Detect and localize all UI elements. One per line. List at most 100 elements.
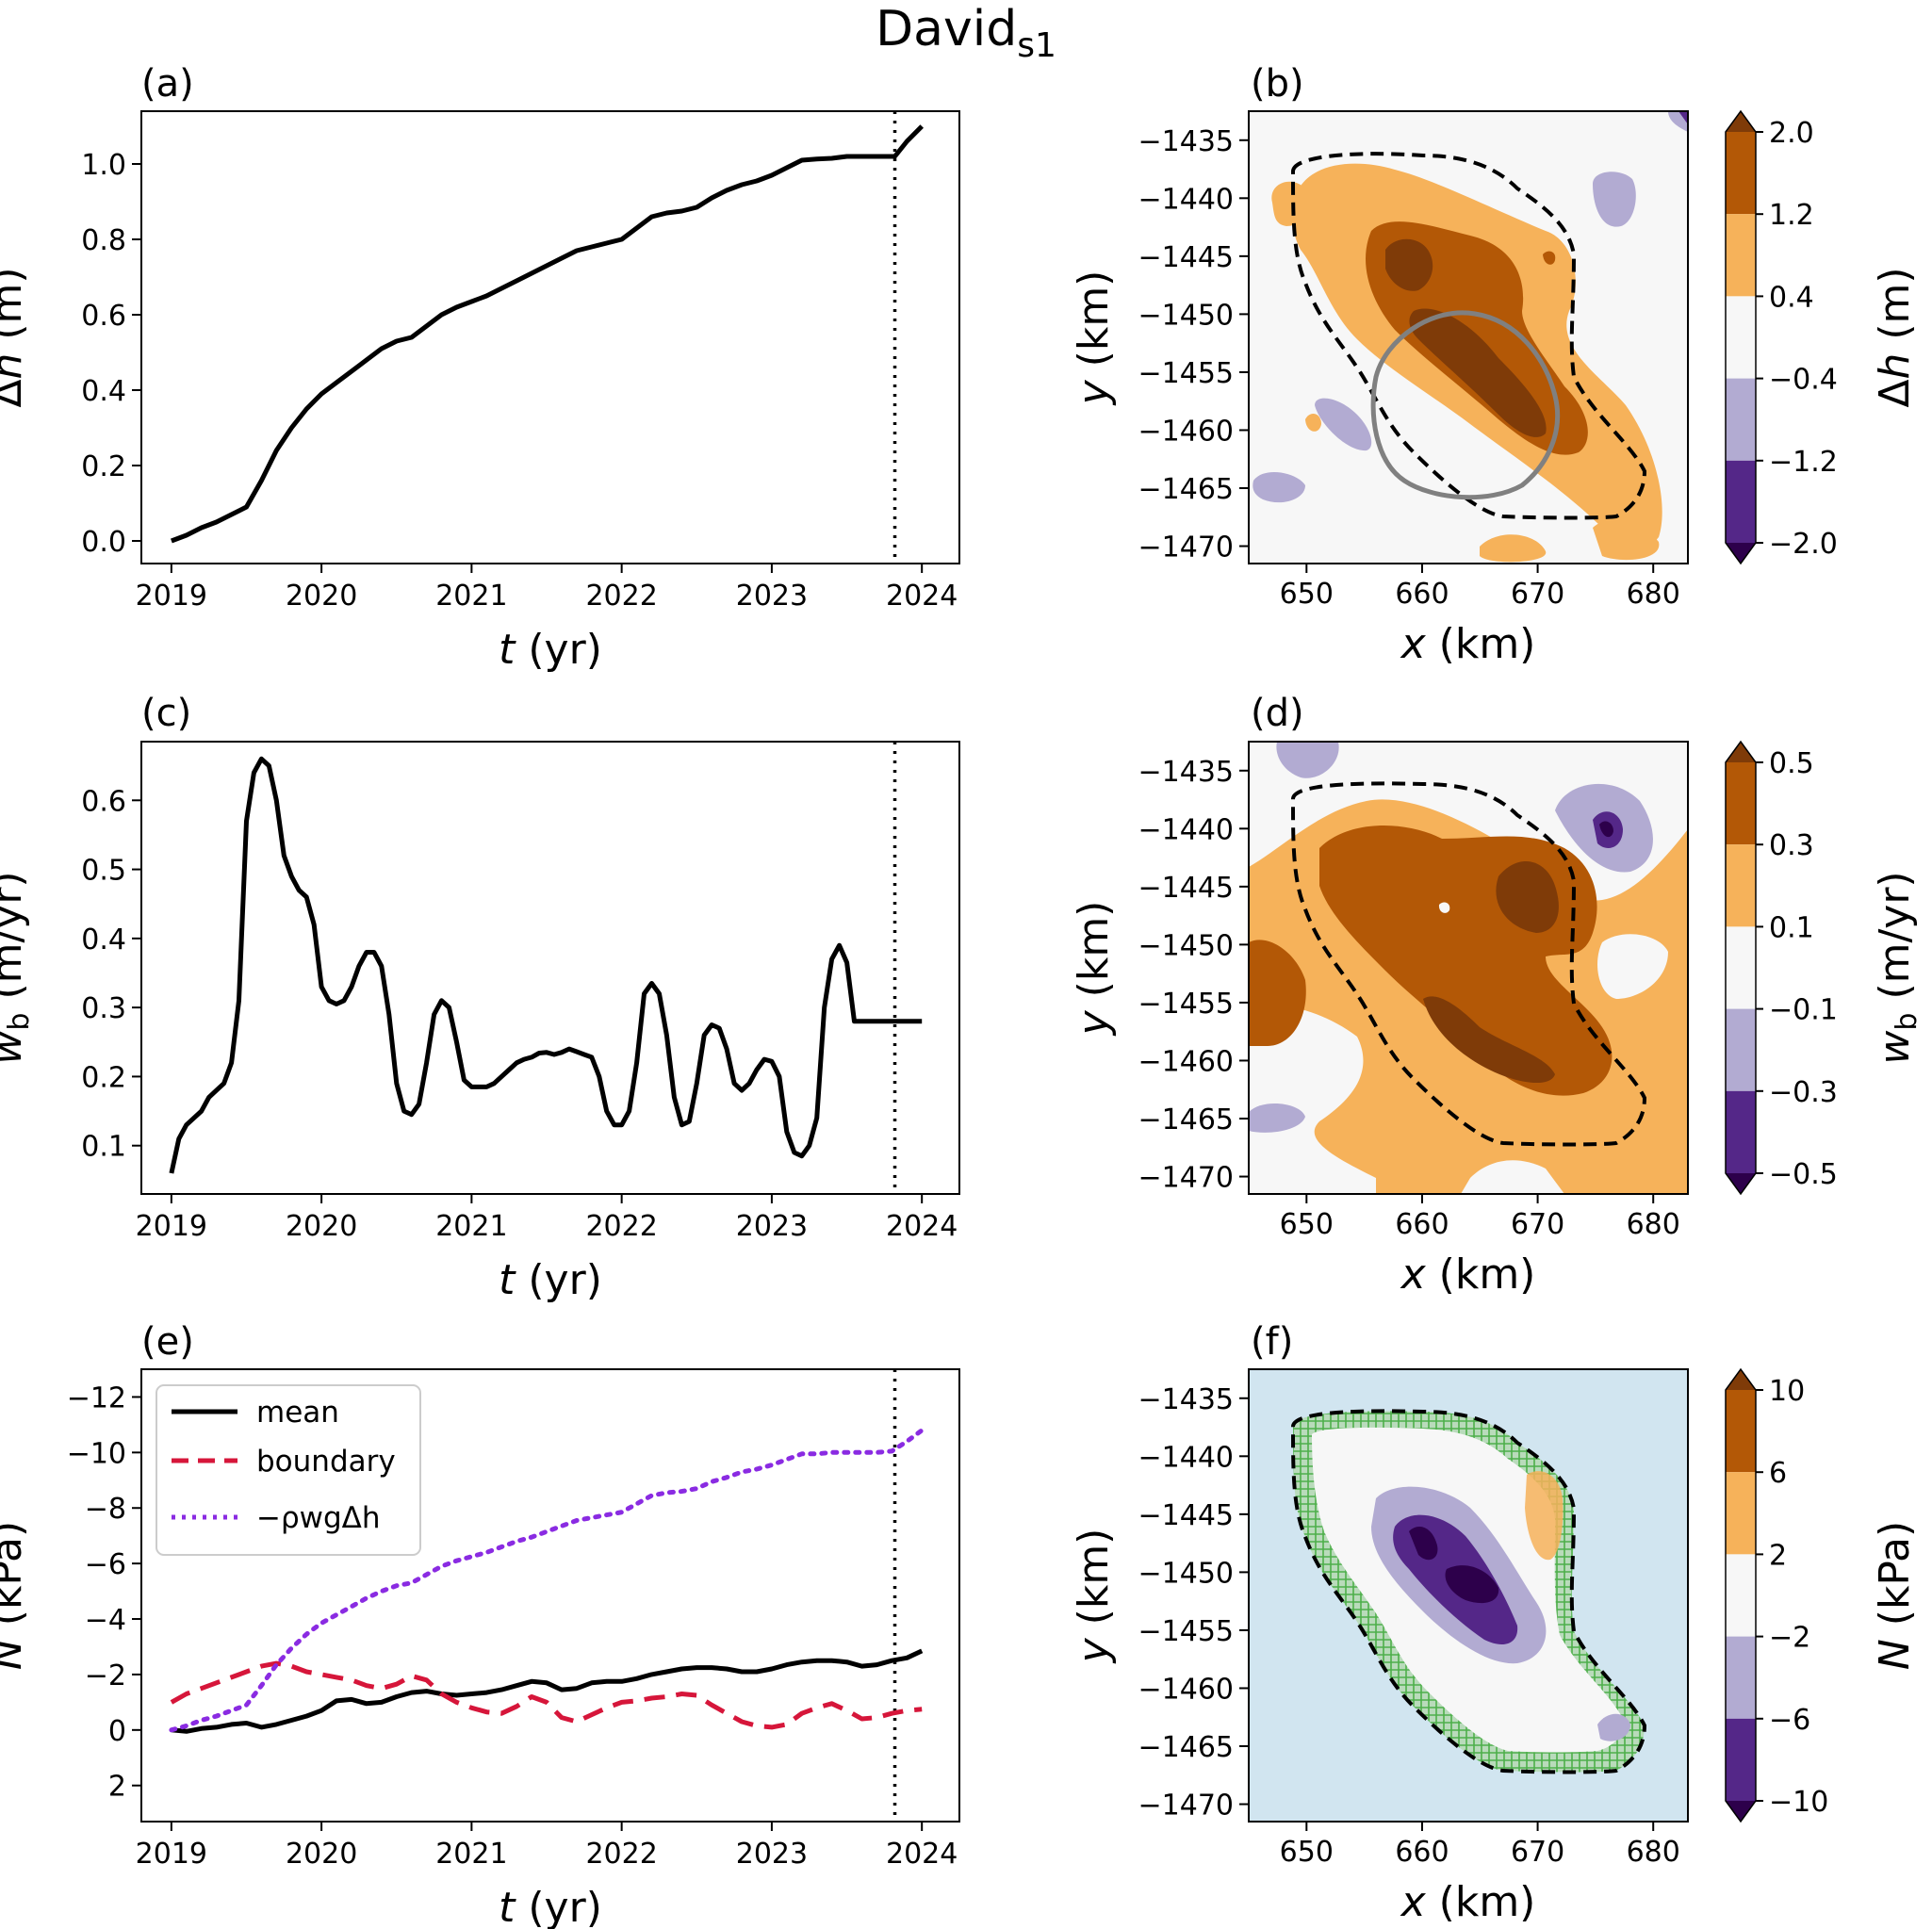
y-tick-label: 0 bbox=[108, 1715, 126, 1748]
colorbar-segment bbox=[1726, 132, 1756, 215]
map-x-tick-label: 680 bbox=[1627, 1836, 1680, 1869]
colorbar-tick-label: −1.2 bbox=[1769, 446, 1838, 479]
y-tick-label: −12 bbox=[67, 1381, 126, 1414]
map-d-neutral-br bbox=[1461, 1160, 1564, 1194]
map-x-tick-label: 660 bbox=[1395, 1208, 1449, 1241]
x-tick-label: 2021 bbox=[435, 1838, 507, 1871]
colorbar-tick-label: 0.5 bbox=[1769, 747, 1814, 780]
map-y-tick-label: −1460 bbox=[1138, 1673, 1234, 1706]
colorbar-extend-bottom bbox=[1726, 1801, 1756, 1822]
map-y-tick-label: −1445 bbox=[1138, 872, 1234, 905]
colorbar-segment bbox=[1726, 1636, 1756, 1719]
map-x-tick-label: 680 bbox=[1627, 1208, 1680, 1241]
map-d-lake-outline bbox=[1290, 781, 1647, 1147]
map-y-tick-label: −1440 bbox=[1138, 183, 1234, 216]
colorbar-label: N (kPa) bbox=[1871, 1521, 1919, 1670]
map-x-axis-label: x (km) bbox=[1400, 1251, 1536, 1299]
map-d-brown-left bbox=[1249, 940, 1306, 1046]
x-tick-label: 2024 bbox=[886, 1210, 958, 1243]
map-y-tick-label: −1470 bbox=[1138, 1790, 1234, 1823]
map-axes: 650 660 670 680 −1435 −1440 −1445 −1450 −1455 −14… bbox=[1070, 125, 1680, 1926]
map-y-tick-label: −1460 bbox=[1138, 1045, 1234, 1078]
colorbar-tick-label: 2.0 bbox=[1769, 117, 1814, 150]
x-tick-label: 2020 bbox=[286, 580, 357, 613]
y-tick-label: 0.6 bbox=[81, 785, 126, 818]
colorbar-tick-label: −0.4 bbox=[1769, 364, 1838, 397]
plot-area bbox=[141, 111, 959, 564]
map-y-tick-label: −1445 bbox=[1138, 1499, 1234, 1532]
x-tick-label: 2022 bbox=[585, 580, 657, 613]
series-line-mean Δh bbox=[171, 124, 924, 544]
colorbar-segment bbox=[1726, 1390, 1756, 1473]
colorbar-tick-label: 2 bbox=[1769, 1539, 1787, 1572]
map-b-orange-left bbox=[1271, 181, 1309, 226]
colorbar-extend-top bbox=[1726, 1369, 1756, 1390]
y-tick-label: 2 bbox=[108, 1771, 126, 1804]
colorbar-segment bbox=[1726, 926, 1756, 1009]
map-x-tick-label: 650 bbox=[1280, 1836, 1334, 1869]
colorbar-tick-label: 0.3 bbox=[1769, 829, 1814, 862]
y-tick-label: 0.5 bbox=[81, 855, 126, 888]
map-b-gray-outline bbox=[1370, 310, 1561, 500]
colorbar-tick-label: 1.2 bbox=[1769, 199, 1814, 232]
map-y-tick-label: −1440 bbox=[1138, 1441, 1234, 1474]
x-axis-label: t (yr) bbox=[499, 1256, 602, 1304]
x-tick-label: 2022 bbox=[585, 1210, 657, 1243]
y-tick-label: 0.2 bbox=[81, 450, 126, 483]
legend-e: mean boundary −ρwgΔh bbox=[156, 1384, 421, 1556]
map-b-lake-outline bbox=[1290, 152, 1647, 520]
colorbar-tick-label: −0.3 bbox=[1769, 1076, 1838, 1109]
x-tick-label: 2024 bbox=[886, 580, 958, 613]
map-y-tick-label: −1450 bbox=[1138, 1557, 1234, 1590]
map-y-tick-label: −1435 bbox=[1138, 756, 1234, 789]
colorbar-segment bbox=[1726, 460, 1756, 543]
legend-rho-label: −ρwgΔh bbox=[256, 1501, 381, 1535]
plot-frame bbox=[140, 110, 960, 564]
x-axis-label: t (yr) bbox=[499, 1884, 602, 1929]
map-y-tick-label: −1435 bbox=[1138, 125, 1234, 158]
y-axis-label: N (kPa) bbox=[0, 1521, 31, 1670]
panel-label-b: (b) bbox=[1251, 62, 1304, 106]
plot-area bbox=[141, 742, 959, 1194]
map-x-tick-label: 680 bbox=[1627, 578, 1680, 611]
y-tick-label: 0.3 bbox=[81, 992, 126, 1025]
map-d-lavender-bl bbox=[1249, 1103, 1305, 1133]
map-y-tick-label: −1435 bbox=[1138, 1383, 1234, 1416]
map-y-tick-label: −1465 bbox=[1138, 1731, 1234, 1764]
y-tick-label: 0.4 bbox=[81, 375, 126, 408]
map-x-axis-label: x (km) bbox=[1400, 1878, 1536, 1926]
map-x-tick-label: 670 bbox=[1511, 578, 1564, 611]
y-tick-label: 0.0 bbox=[81, 526, 126, 559]
map-b-frame bbox=[1248, 110, 1689, 564]
series-line-−ρwgΔh bbox=[169, 1428, 925, 1733]
panel-label-a: (a) bbox=[141, 62, 194, 106]
series-line-boundary bbox=[170, 1660, 923, 1730]
x-tick-label: 2023 bbox=[736, 580, 808, 613]
map-d-neutral-bottom bbox=[1249, 1005, 1376, 1194]
colorbar-segment bbox=[1726, 378, 1756, 461]
colorbar-tick-label: 0.4 bbox=[1769, 281, 1814, 314]
colorbars: 2.0 1.2 0.4 −0.4 −1.2 −2.0 Δh (m) 0.5 0.3 0.1 −0.1… bbox=[1725, 109, 1924, 1823]
map-d-purple-dark-top bbox=[1599, 821, 1613, 838]
map-y-tick-label: −1455 bbox=[1138, 1615, 1234, 1648]
y-tick-label: −6 bbox=[85, 1548, 126, 1581]
colorbar-segment bbox=[1726, 762, 1756, 845]
plot-frame bbox=[140, 1368, 960, 1823]
panel-label-f: (f) bbox=[1251, 1320, 1293, 1364]
x-tick-label: 2024 bbox=[886, 1838, 958, 1871]
colorbar-tick-label: −10 bbox=[1769, 1786, 1828, 1819]
x-tick-label: 2020 bbox=[286, 1838, 357, 1871]
x-axis-label: t (yr) bbox=[499, 626, 602, 674]
panel-b-map bbox=[1248, 110, 1689, 564]
colorbar-extend-top bbox=[1726, 742, 1756, 762]
colorbar-segment bbox=[1726, 844, 1756, 927]
legend-box bbox=[156, 1384, 421, 1556]
y-tick-label: 0.8 bbox=[81, 224, 126, 257]
map-f-purple-dark bbox=[1409, 1527, 1499, 1604]
map-x-tick-label: 670 bbox=[1511, 1208, 1564, 1241]
y-axis-label: Δh (m) bbox=[0, 267, 31, 407]
map-d-frame bbox=[1248, 741, 1689, 1195]
map-y-tick-label: −1445 bbox=[1138, 241, 1234, 274]
x-tick-label: 2023 bbox=[736, 1210, 808, 1243]
map-f-frame bbox=[1248, 1368, 1689, 1823]
